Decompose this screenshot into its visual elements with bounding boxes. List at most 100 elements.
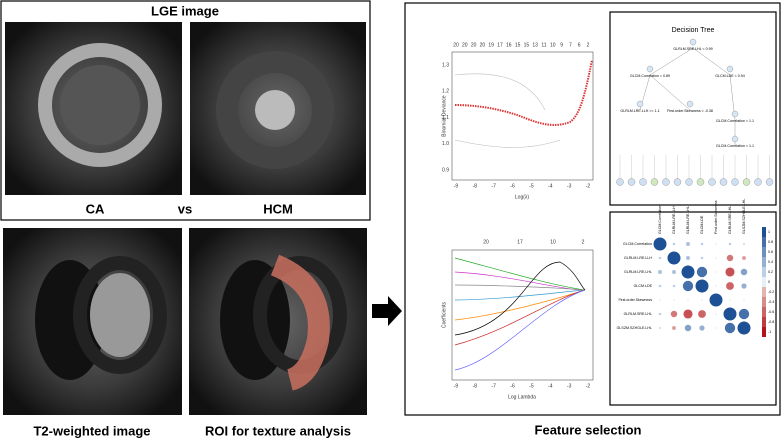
y-tick-label: 1.2 <box>442 89 449 95</box>
leaf-node <box>719 178 728 186</box>
top-tick-label: 20 <box>480 42 486 48</box>
tree-node <box>726 65 734 73</box>
corr-circle <box>695 279 709 293</box>
x-tick-label: -3 <box>567 183 572 189</box>
color-scale <box>762 317 766 327</box>
corr-circle <box>715 243 717 245</box>
top-tick-label: 15 <box>524 42 530 48</box>
leaf-node <box>650 178 659 186</box>
leaf-node <box>685 178 693 186</box>
col-label: GLCM.LDE <box>700 215 704 234</box>
tree-node <box>636 100 644 108</box>
split-label: GLCM.LDE < 0.94 <box>715 74 744 78</box>
row-label: GLSZM.SZHGLE.LHL <box>617 326 652 330</box>
tree-node <box>686 100 694 108</box>
coef-frame <box>451 249 594 381</box>
color-scale <box>762 247 766 257</box>
color-scale <box>762 257 766 267</box>
tree-title: Decision Tree <box>672 27 715 34</box>
top-tick-label: 2 <box>587 42 590 48</box>
mri-hcm <box>190 22 366 195</box>
x-tick-label: -8 <box>473 383 478 389</box>
split-label: GLRLM.SRE.LHL < 0.99 <box>673 47 712 51</box>
scale-label: 0 <box>768 280 770 284</box>
corr-circle <box>658 256 662 260</box>
y-tick-label: 0.9 <box>442 167 449 173</box>
leaf-node <box>731 178 739 186</box>
top-tick-label: 6 <box>578 42 581 48</box>
leaf-node <box>765 178 774 186</box>
tree-node <box>731 110 739 118</box>
corr-circle <box>728 242 732 246</box>
corr-circle <box>672 242 676 246</box>
corr-circle <box>726 282 734 290</box>
lge-box <box>0 0 371 221</box>
x-tick-label: -9 <box>454 383 459 389</box>
split-label: GLCM.Correlation < 0.89 <box>630 74 670 78</box>
top-tick-label: 10 <box>550 239 556 245</box>
x-tick-label: -8 <box>473 183 478 189</box>
y-tick-label: 1.3 <box>442 62 449 68</box>
corr-circle <box>709 293 723 307</box>
y-tick-label: 1.0 <box>442 141 449 147</box>
corr-circle <box>737 321 751 335</box>
corr-circle <box>658 284 662 288</box>
deviance-frame <box>451 51 594 181</box>
color-scale <box>762 327 766 337</box>
corr-circle <box>672 326 676 330</box>
leaf-node <box>662 178 670 186</box>
corr-circle <box>681 265 695 279</box>
top-tick-label: 15 <box>515 42 521 48</box>
top-tick-label: 7 <box>569 42 572 48</box>
color-scale <box>762 297 766 307</box>
row-label: First.order.Skewness <box>618 298 652 302</box>
corr-circle <box>715 327 717 329</box>
scale-label: -0.6 <box>768 310 774 314</box>
scale-label: -0.4 <box>768 300 774 304</box>
x-tick-label: -2 <box>586 183 591 189</box>
corr-circle <box>715 257 717 259</box>
corr-circle <box>740 268 748 276</box>
corr-circle <box>696 266 708 278</box>
corr-circle <box>687 299 689 301</box>
label-t2: T2-weighted image <box>33 423 150 438</box>
label-vs: vs <box>178 201 192 216</box>
top-tick-label: 13 <box>532 42 538 48</box>
mri-roi <box>189 228 367 415</box>
col-label: GLCM.Correlation <box>658 205 662 234</box>
x-tick-label: -9 <box>454 183 459 189</box>
corr-circle <box>686 242 690 246</box>
col-label: GLRLM.LRE.LHL <box>686 206 690 234</box>
top-tick-label: 20 <box>483 239 489 245</box>
x-label: Log(λ) <box>515 194 530 200</box>
label-hcm: HCM <box>263 201 293 216</box>
leaf-node <box>627 178 636 186</box>
x-tick-label: -5 <box>529 183 534 189</box>
top-tick-label: 10 <box>550 42 556 48</box>
leaf-node <box>639 178 647 186</box>
scale-label: 0.4 <box>768 260 773 264</box>
split-label: GLCM.Correlation < 1.1 <box>716 144 754 148</box>
corr-circle <box>743 243 745 245</box>
color-scale <box>762 227 766 237</box>
scale-label: -0.8 <box>768 320 774 324</box>
lge-title: LGE image <box>151 3 219 18</box>
top-tick-label: 16 <box>506 42 512 48</box>
tree-node <box>646 65 654 73</box>
corr-circle <box>725 267 735 277</box>
color-scale <box>762 287 766 297</box>
corr-circle <box>682 280 694 292</box>
corr-circle <box>673 299 675 301</box>
tree-edge <box>649 74 691 111</box>
corr-circle <box>726 254 734 262</box>
leaf-node <box>742 178 751 186</box>
x-label: Log Lambda <box>508 394 536 400</box>
x-tick-label: -6 <box>510 183 515 189</box>
x-tick-label: -5 <box>529 383 534 389</box>
corr-circle <box>742 256 746 260</box>
split-label: First.order.Skewness < -0.38 <box>667 109 713 113</box>
scale-label: -0.2 <box>768 290 774 294</box>
leaf-node <box>616 178 624 186</box>
x-tick-label: -2 <box>586 383 591 389</box>
tree-edge <box>649 47 694 76</box>
